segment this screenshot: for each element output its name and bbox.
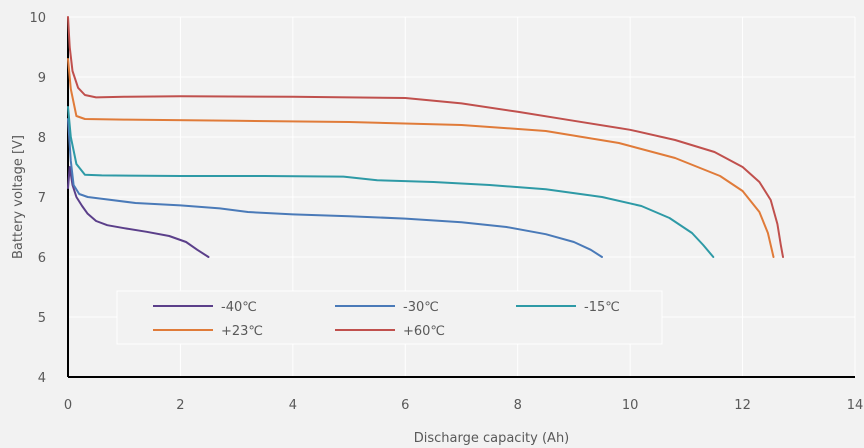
legend-box: [116, 290, 663, 345]
x-tick-label: 12: [734, 398, 751, 413]
y-tick-label: 4: [38, 371, 46, 386]
y-tick-label: 9: [38, 71, 46, 86]
x-axis-title: Discharge capacity (Ah): [414, 431, 570, 446]
legend-label-4: +60℃: [403, 324, 445, 339]
series-line-1: [67, 118, 603, 258]
y-axis-title: Battery voltage [V]: [11, 135, 26, 259]
x-tick-label: 10: [622, 398, 639, 413]
series-line-4: [67, 16, 784, 258]
y-tick-label: 6: [38, 251, 46, 266]
legend-label-1: -30℃: [403, 300, 439, 315]
series-line-0: [67, 166, 210, 258]
legend-label-3: +23℃: [221, 324, 263, 339]
legend: -40℃ -30℃ -15℃ +23℃ +60℃: [116, 290, 663, 345]
x-tick-label: 2: [176, 398, 184, 413]
x-tick-label: 14: [847, 398, 864, 413]
series-line-2: [67, 106, 715, 258]
legend-label-2: -15℃: [584, 300, 620, 315]
x-tick-label: 4: [289, 398, 297, 413]
axes: [67, 17, 855, 378]
legend-label-0: -40℃: [221, 300, 257, 315]
y-tick-label: 8: [38, 131, 46, 146]
y-tick-label: 7: [38, 191, 46, 206]
tick-labels: 0 2 4 6 8 10 12 14 4 5 6 7 8 9 10: [29, 11, 863, 413]
x-tick-label: 6: [401, 398, 409, 413]
series-lines: [67, 16, 784, 258]
y-tick-label: 10: [29, 11, 46, 26]
y-tick-label: 5: [38, 311, 46, 326]
gridlines: [68, 16, 856, 377]
series-line-3: [67, 58, 775, 258]
x-tick-label: 0: [64, 398, 72, 413]
x-tick-label: 8: [514, 398, 522, 413]
